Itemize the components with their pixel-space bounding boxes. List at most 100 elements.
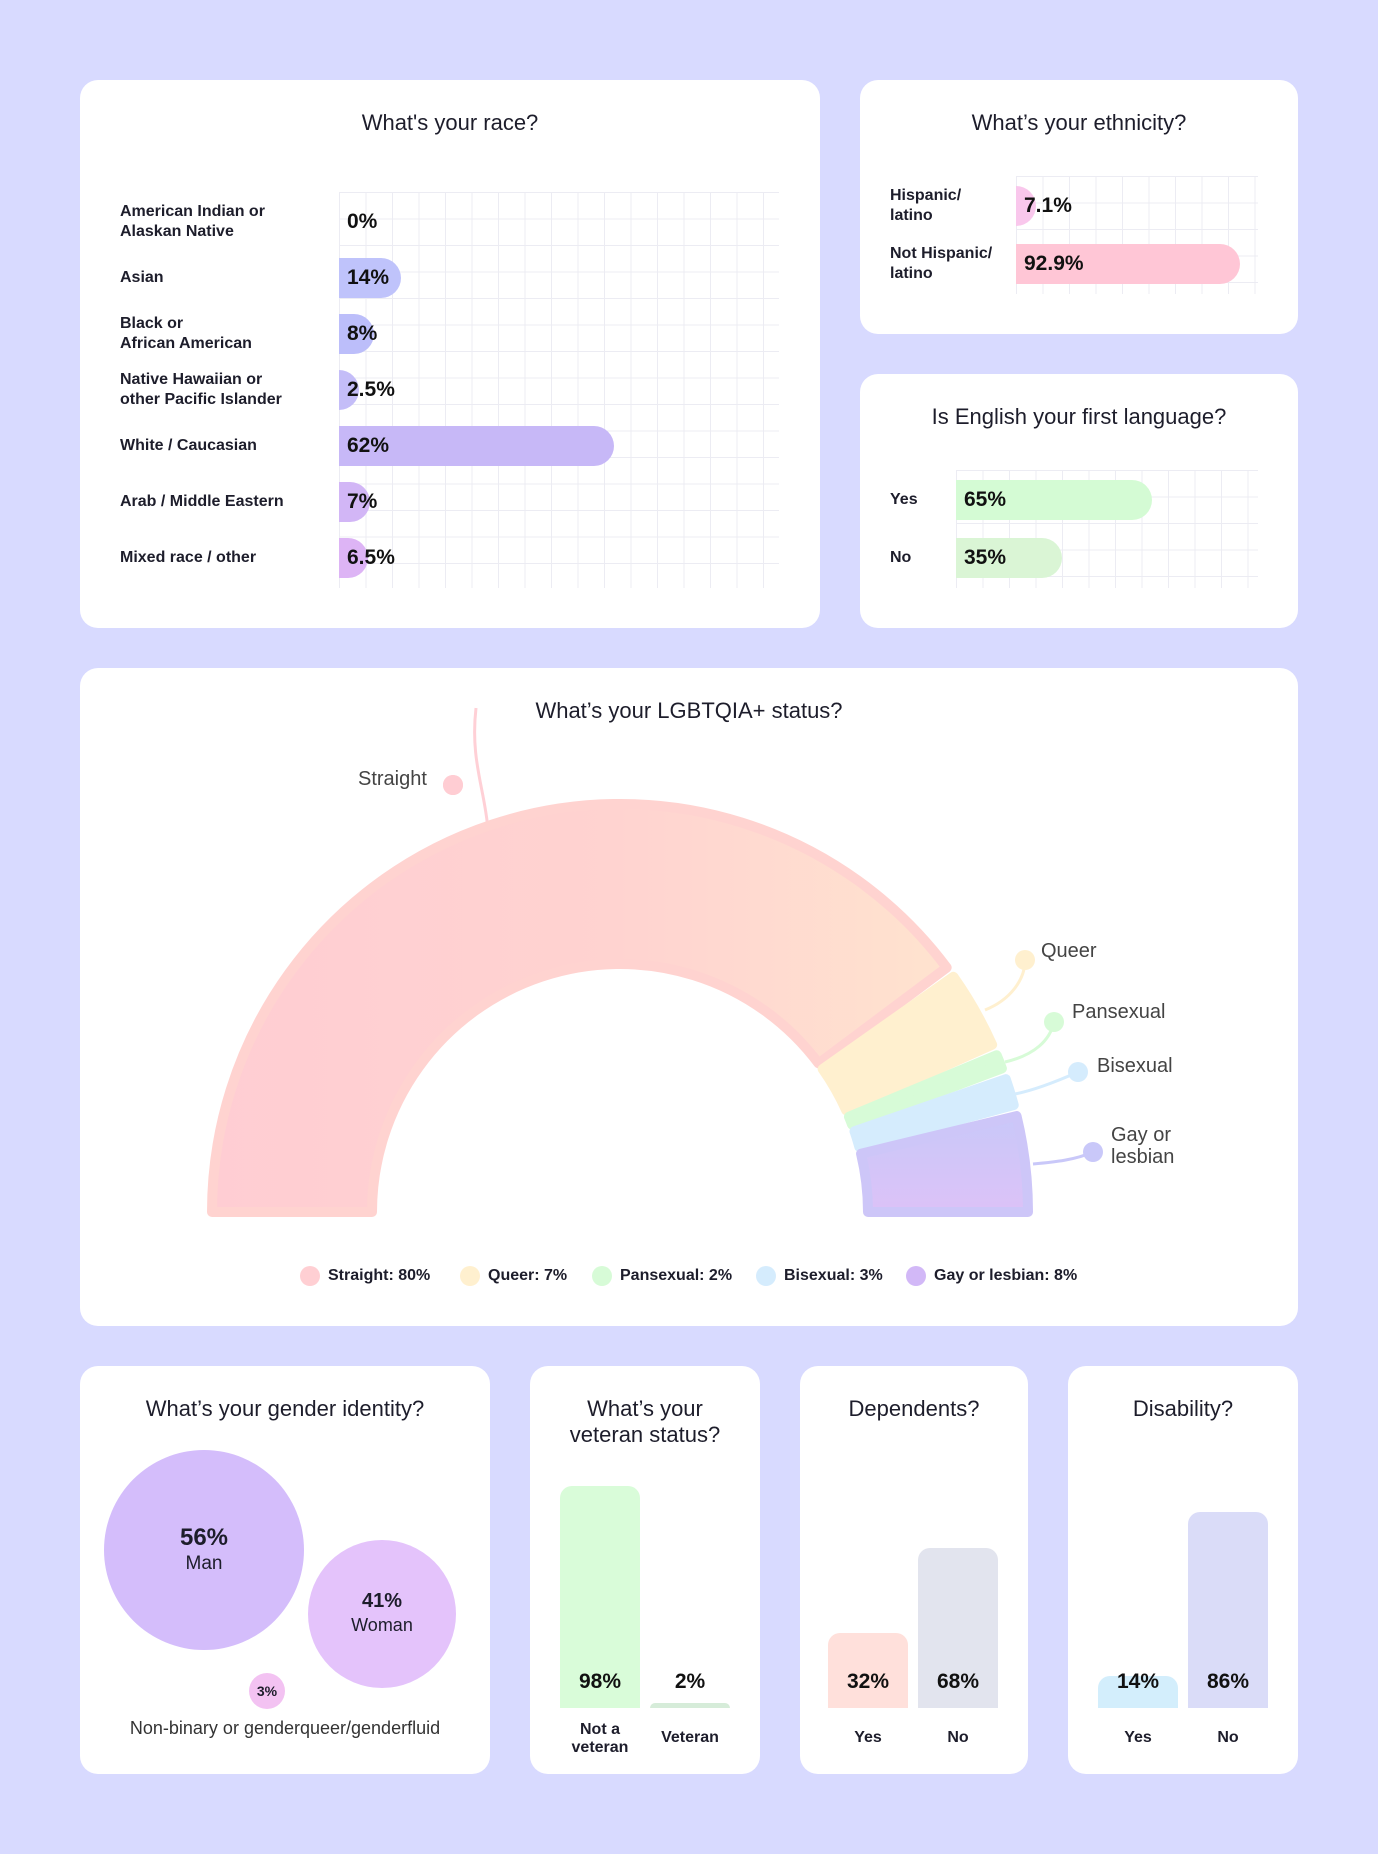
english-card: Is English your first language? Yes 65% No…: [860, 374, 1298, 628]
legend-label: Pansexual: 2%: [620, 1267, 733, 1284]
race-title: What's your race?: [361, 110, 539, 135]
ethnicity-bar: [1016, 186, 1036, 226]
race-label-l1: American Indian or: [120, 203, 265, 220]
race-value: 14%: [347, 266, 390, 289]
callout-gay-l1: Gay or: [1111, 1124, 1172, 1146]
race-value: 8%: [347, 322, 378, 345]
race-label-l1: Native Hawaiian or: [120, 371, 263, 388]
legend-dot: [756, 1266, 776, 1286]
ethnicity-title: What’s your ethnicity?: [971, 110, 1187, 135]
ethnicity-value: 92.9%: [1024, 252, 1084, 275]
veteran-title-l2: veteran status?: [569, 1422, 721, 1447]
race-label-l2: African American: [120, 335, 252, 352]
veteran-value: 2%: [674, 1670, 706, 1693]
dependents-label: Yes: [854, 1729, 882, 1746]
ethnicity-value: 7.1%: [1024, 194, 1072, 217]
disability-label: No: [1217, 1729, 1239, 1746]
lgbtq-card: What’s your LGBTQIA+ status?: [80, 668, 1298, 1326]
disability-card: Disability? 14% Yes 86% No: [1068, 1366, 1298, 1774]
man-label: Man: [185, 1553, 223, 1574]
race-value: 7%: [347, 490, 378, 513]
legend-item: Pansexual: 2%: [592, 1266, 732, 1286]
disability-title: Disability?: [1132, 1396, 1234, 1421]
disability-bar: [1188, 1512, 1268, 1708]
ethnicity-label-l1: Not Hispanic/: [890, 245, 993, 262]
legend-label: Queer: 7%: [488, 1267, 568, 1284]
race-card: What's your race? American Indian or Alas…: [80, 80, 820, 628]
disability-bar: [1098, 1676, 1178, 1708]
gender-title: What’s your gender identity?: [145, 1396, 425, 1421]
legend-item: Bisexual: 3%: [756, 1266, 883, 1286]
dependents-value: 32%: [846, 1670, 890, 1693]
ethnicity-label-l2: latino: [890, 265, 933, 282]
veteran-card: What’s your veteran status? 98% Not a vete…: [530, 1366, 760, 1774]
woman-bubble: [308, 1540, 456, 1688]
legend-dot: [300, 1266, 320, 1286]
legend-dot: [906, 1266, 926, 1286]
dependents-label: No: [947, 1729, 969, 1746]
race-value: 6.5%: [347, 546, 395, 569]
callout-gay-l2: lesbian: [1111, 1146, 1175, 1168]
race-grid: [339, 192, 779, 588]
race-value: 2.5%: [347, 378, 395, 401]
callout-pansexual: Pansexual: [1072, 1001, 1166, 1023]
callout-bisexual: Bisexual: [1097, 1055, 1173, 1077]
ethnicity-label-l2: latino: [890, 207, 933, 224]
callout-straight: Straight: [358, 768, 427, 790]
legend-item: Gay or lesbian: 8%: [906, 1266, 1077, 1286]
race-bar: [339, 314, 375, 354]
nb-bubble: [249, 1673, 285, 1709]
race-label: White / Caucasian: [120, 437, 257, 454]
race-label: Asian: [120, 269, 164, 286]
english-value: 35%: [964, 546, 1007, 569]
legend-label: Straight: 80%: [328, 1267, 431, 1284]
legend-dot: [592, 1266, 612, 1286]
race-label-l2: Alaskan Native: [120, 223, 234, 240]
english-title: Is English your first language?: [931, 404, 1227, 429]
gender-card: What’s your gender identity? 56% Man 41%…: [80, 1366, 490, 1774]
veteran-bar: [650, 1703, 730, 1708]
ethnicity-label-l1: Hispanic/: [890, 187, 962, 204]
race-bar: [339, 258, 402, 298]
race-value: 0%: [347, 210, 378, 233]
english-value: 65%: [964, 488, 1007, 511]
ethnicity-bar: [1016, 244, 1240, 284]
disability-value: 14%: [1116, 1670, 1160, 1693]
disability-label: Yes: [1124, 1729, 1152, 1746]
race-label: Arab / Middle Eastern: [120, 493, 284, 510]
veteran-label-l2: veteran: [571, 1739, 629, 1756]
race-bar: [339, 482, 371, 522]
race-label: Mixed race / other: [120, 549, 257, 566]
ethnicity-card: What’s your ethnicity? Hispanic/latino 7.…: [860, 80, 1298, 334]
disability-value: 86%: [1206, 1670, 1250, 1693]
dependents-card: Dependents? 32% Yes 68% No: [800, 1366, 1028, 1774]
veteran-label: Veteran: [661, 1729, 719, 1746]
legend-label: Gay or lesbian: 8%: [934, 1267, 1078, 1284]
dependents-bar: [918, 1548, 998, 1708]
race-label-l1: Black or: [120, 315, 184, 332]
english-bar: [956, 538, 1062, 578]
nb-pct: 3%: [256, 1683, 278, 1699]
race-bar: [339, 426, 614, 466]
dependents-value: 68%: [936, 1670, 980, 1693]
legend-item: Queer: 7%: [460, 1266, 567, 1286]
race-label-l2: other Pacific Islander: [120, 391, 282, 408]
callout-queer: Queer: [1041, 940, 1097, 962]
veteran-bar: [560, 1486, 640, 1708]
legend-label: Bisexual: 3%: [784, 1267, 883, 1284]
dependents-title: Dependents?: [848, 1396, 980, 1421]
lgbtq-title: What’s your LGBTQIA+ status?: [535, 698, 843, 723]
race-bar: [339, 370, 359, 410]
veteran-label-l1: Not a: [580, 1721, 620, 1738]
veteran-value: 98%: [578, 1670, 622, 1693]
english-label: No: [890, 549, 912, 566]
lgbtq-card-bg: [80, 668, 1298, 1326]
dependents-bar: [828, 1632, 908, 1708]
nb-label: Non-binary or genderqueer/genderfluid: [129, 1718, 441, 1738]
woman-label: Woman: [351, 1615, 413, 1635]
legend-item: Straight: 80%: [300, 1266, 430, 1286]
man-pct: 56%: [179, 1524, 229, 1551]
veteran-title-l1: What’s your: [587, 1396, 703, 1421]
man-bubble: [104, 1450, 304, 1650]
english-label: Yes: [890, 491, 918, 508]
